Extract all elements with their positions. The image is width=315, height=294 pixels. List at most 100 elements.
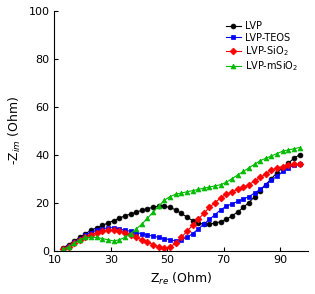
LVP-mSiO$_2$ (95, 235, 99, 239)
Y-axis label: -Z$_{im}$ (Ohm): -Z$_{im}$ (Ohm) (7, 96, 23, 165)
LVP (281, 166, 284, 170)
LVP-mSiO$_2$ (151, 211, 155, 214)
LVP-TEOS (151, 234, 155, 238)
LVP (112, 219, 116, 222)
LVP-SiO$_2$ (134, 235, 138, 239)
LVP-TEOS (117, 227, 121, 231)
LVP (78, 235, 82, 239)
LVP-mSiO$_2$ (83, 235, 87, 239)
LVP-mSiO$_2$ (270, 154, 273, 158)
LVP-mSiO$_2$ (275, 152, 279, 155)
LVP-SiO$_2$ (67, 245, 71, 249)
LVP-TEOS (225, 204, 228, 208)
LVP (174, 208, 178, 212)
LVP-mSiO$_2$ (89, 235, 93, 239)
LVP (191, 219, 194, 222)
LVP-TEOS (292, 164, 296, 167)
LVP-TEOS (219, 208, 223, 212)
LVP-TEOS (281, 170, 284, 173)
LVP-mSiO$_2$ (100, 237, 104, 240)
LVP (219, 220, 223, 223)
LVP-mSiO$_2$ (191, 189, 194, 192)
LVP (292, 156, 296, 160)
LVP (95, 226, 99, 230)
LVP (89, 228, 93, 232)
LVP (230, 214, 234, 218)
LVP-mSiO$_2$ (185, 190, 189, 194)
LVP-mSiO$_2$ (281, 149, 284, 153)
LVP-TEOS (236, 200, 239, 203)
LVP-mSiO$_2$ (208, 185, 211, 189)
LVP-TEOS (140, 232, 144, 235)
LVP-mSiO$_2$ (230, 177, 234, 181)
LVP-mSiO$_2$ (112, 239, 116, 243)
LVP-TEOS (112, 226, 116, 230)
LVP-TEOS (134, 231, 138, 234)
LVP-mSiO$_2$ (202, 186, 206, 190)
LVP-mSiO$_2$ (123, 235, 127, 239)
LVP-TEOS (191, 232, 194, 235)
LVP-TEOS (163, 237, 166, 240)
LVP (185, 215, 189, 219)
LVP (264, 183, 268, 186)
LVP-TEOS (146, 233, 149, 237)
LVP-TEOS (213, 213, 217, 216)
LVP-TEOS (179, 238, 183, 242)
LVP-TEOS (174, 239, 178, 243)
LVP-mSiO$_2$ (72, 242, 76, 245)
LVP-SiO$_2$ (168, 245, 172, 249)
LVP (253, 195, 256, 198)
LVP-mSiO$_2$ (292, 147, 296, 151)
LVP (213, 221, 217, 225)
Line: LVP-mSiO$_2$: LVP-mSiO$_2$ (60, 145, 302, 252)
LVP-TEOS (298, 163, 301, 166)
LVP-TEOS (258, 188, 262, 191)
LVP-mSiO$_2$ (298, 146, 301, 149)
LVP (134, 211, 138, 214)
LVP-mSiO$_2$ (196, 188, 200, 191)
LVP-SiO$_2$ (95, 231, 99, 234)
LVP-TEOS (253, 191, 256, 195)
LVP (129, 212, 132, 216)
LVP-mSiO$_2$ (163, 198, 166, 202)
LVP-SiO$_2$ (61, 248, 65, 251)
LVP-mSiO$_2$ (247, 166, 251, 170)
LVP (67, 243, 71, 246)
LVP (151, 206, 155, 209)
LVP-SiO$_2$ (146, 240, 149, 244)
LVP-SiO$_2$ (78, 238, 82, 242)
LVP (179, 212, 183, 215)
LVP-mSiO$_2$ (241, 170, 245, 173)
Line: LVP-TEOS: LVP-TEOS (60, 162, 302, 251)
LVP (225, 218, 228, 221)
LVP-TEOS (264, 183, 268, 186)
LVP-SiO$_2$ (281, 165, 284, 168)
LVP-SiO$_2$ (275, 166, 279, 170)
LVP-TEOS (202, 223, 206, 226)
LVP-SiO$_2$ (129, 233, 132, 237)
LVP-SiO$_2$ (72, 242, 76, 245)
LVP (117, 216, 121, 220)
LVP-mSiO$_2$ (258, 159, 262, 163)
LVP-SiO$_2$ (202, 212, 206, 215)
LVP-mSiO$_2$ (213, 184, 217, 188)
LVP-SiO$_2$ (174, 242, 178, 245)
LVP-TEOS (72, 240, 76, 244)
LVP-TEOS (100, 227, 104, 231)
LVP-SiO$_2$ (185, 230, 189, 233)
LVP-SiO$_2$ (298, 163, 301, 166)
LVP (146, 207, 149, 211)
LVP-SiO$_2$ (213, 201, 217, 204)
LVP (72, 239, 76, 243)
LVP-mSiO$_2$ (157, 204, 161, 208)
LVP-TEOS (157, 235, 161, 239)
LVP-SiO$_2$ (253, 179, 256, 183)
LVP (298, 153, 301, 156)
LVP-SiO$_2$ (219, 196, 223, 200)
LVP-SiO$_2$ (112, 228, 116, 232)
LVP-mSiO$_2$ (219, 183, 223, 186)
LVP-mSiO$_2$ (61, 248, 65, 251)
Line: LVP-SiO$_2$: LVP-SiO$_2$ (60, 162, 302, 252)
LVP-TEOS (241, 197, 245, 201)
LVP-mSiO$_2$ (129, 232, 132, 235)
